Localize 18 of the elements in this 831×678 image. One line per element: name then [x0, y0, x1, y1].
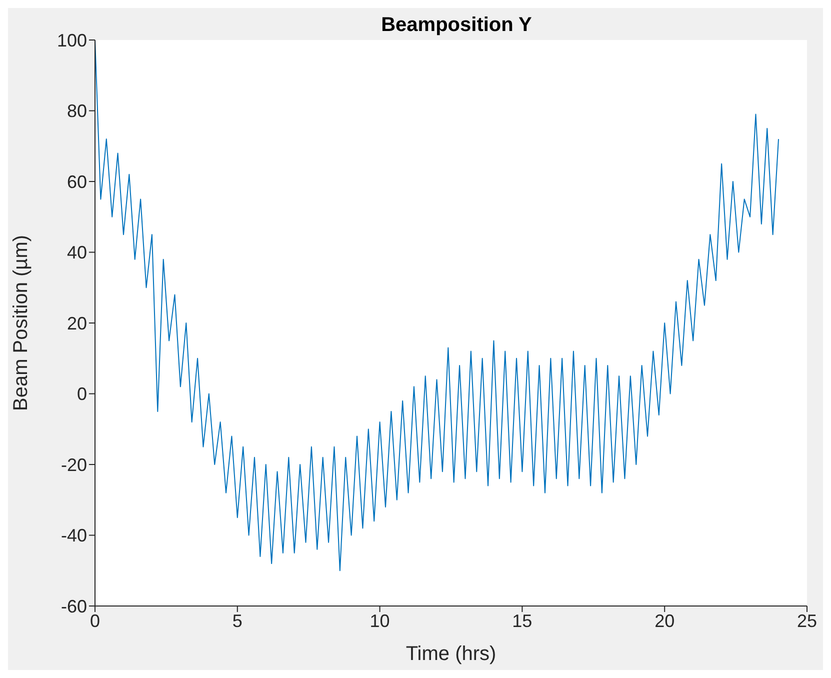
- y-tick-label: 80: [66, 101, 87, 122]
- y-tick-label: 40: [66, 242, 87, 263]
- x-tick-label: 15: [512, 610, 532, 631]
- x-axis-title: Time (hrs): [406, 643, 496, 665]
- chart-title: Beamposition Y: [380, 14, 533, 37]
- y-tick-label: 0: [76, 384, 87, 404]
- y-tick-label: 100: [56, 30, 87, 50]
- x-tick-label: 0: [90, 610, 100, 631]
- x-tick-label: 5: [232, 610, 242, 631]
- y-tick-label: -20: [60, 454, 87, 475]
- y-axis-title: Beam Position (µm): [10, 234, 32, 412]
- x-tick-label: 10: [370, 610, 390, 631]
- y-tick-label: 20: [66, 313, 87, 334]
- y-tick-label: -60: [60, 596, 87, 616]
- y-tick-label: 60: [66, 172, 87, 192]
- y-tick-label: -40: [60, 526, 87, 546]
- x-tick-label: 20: [654, 610, 675, 631]
- x-tick-label: 25: [796, 610, 818, 631]
